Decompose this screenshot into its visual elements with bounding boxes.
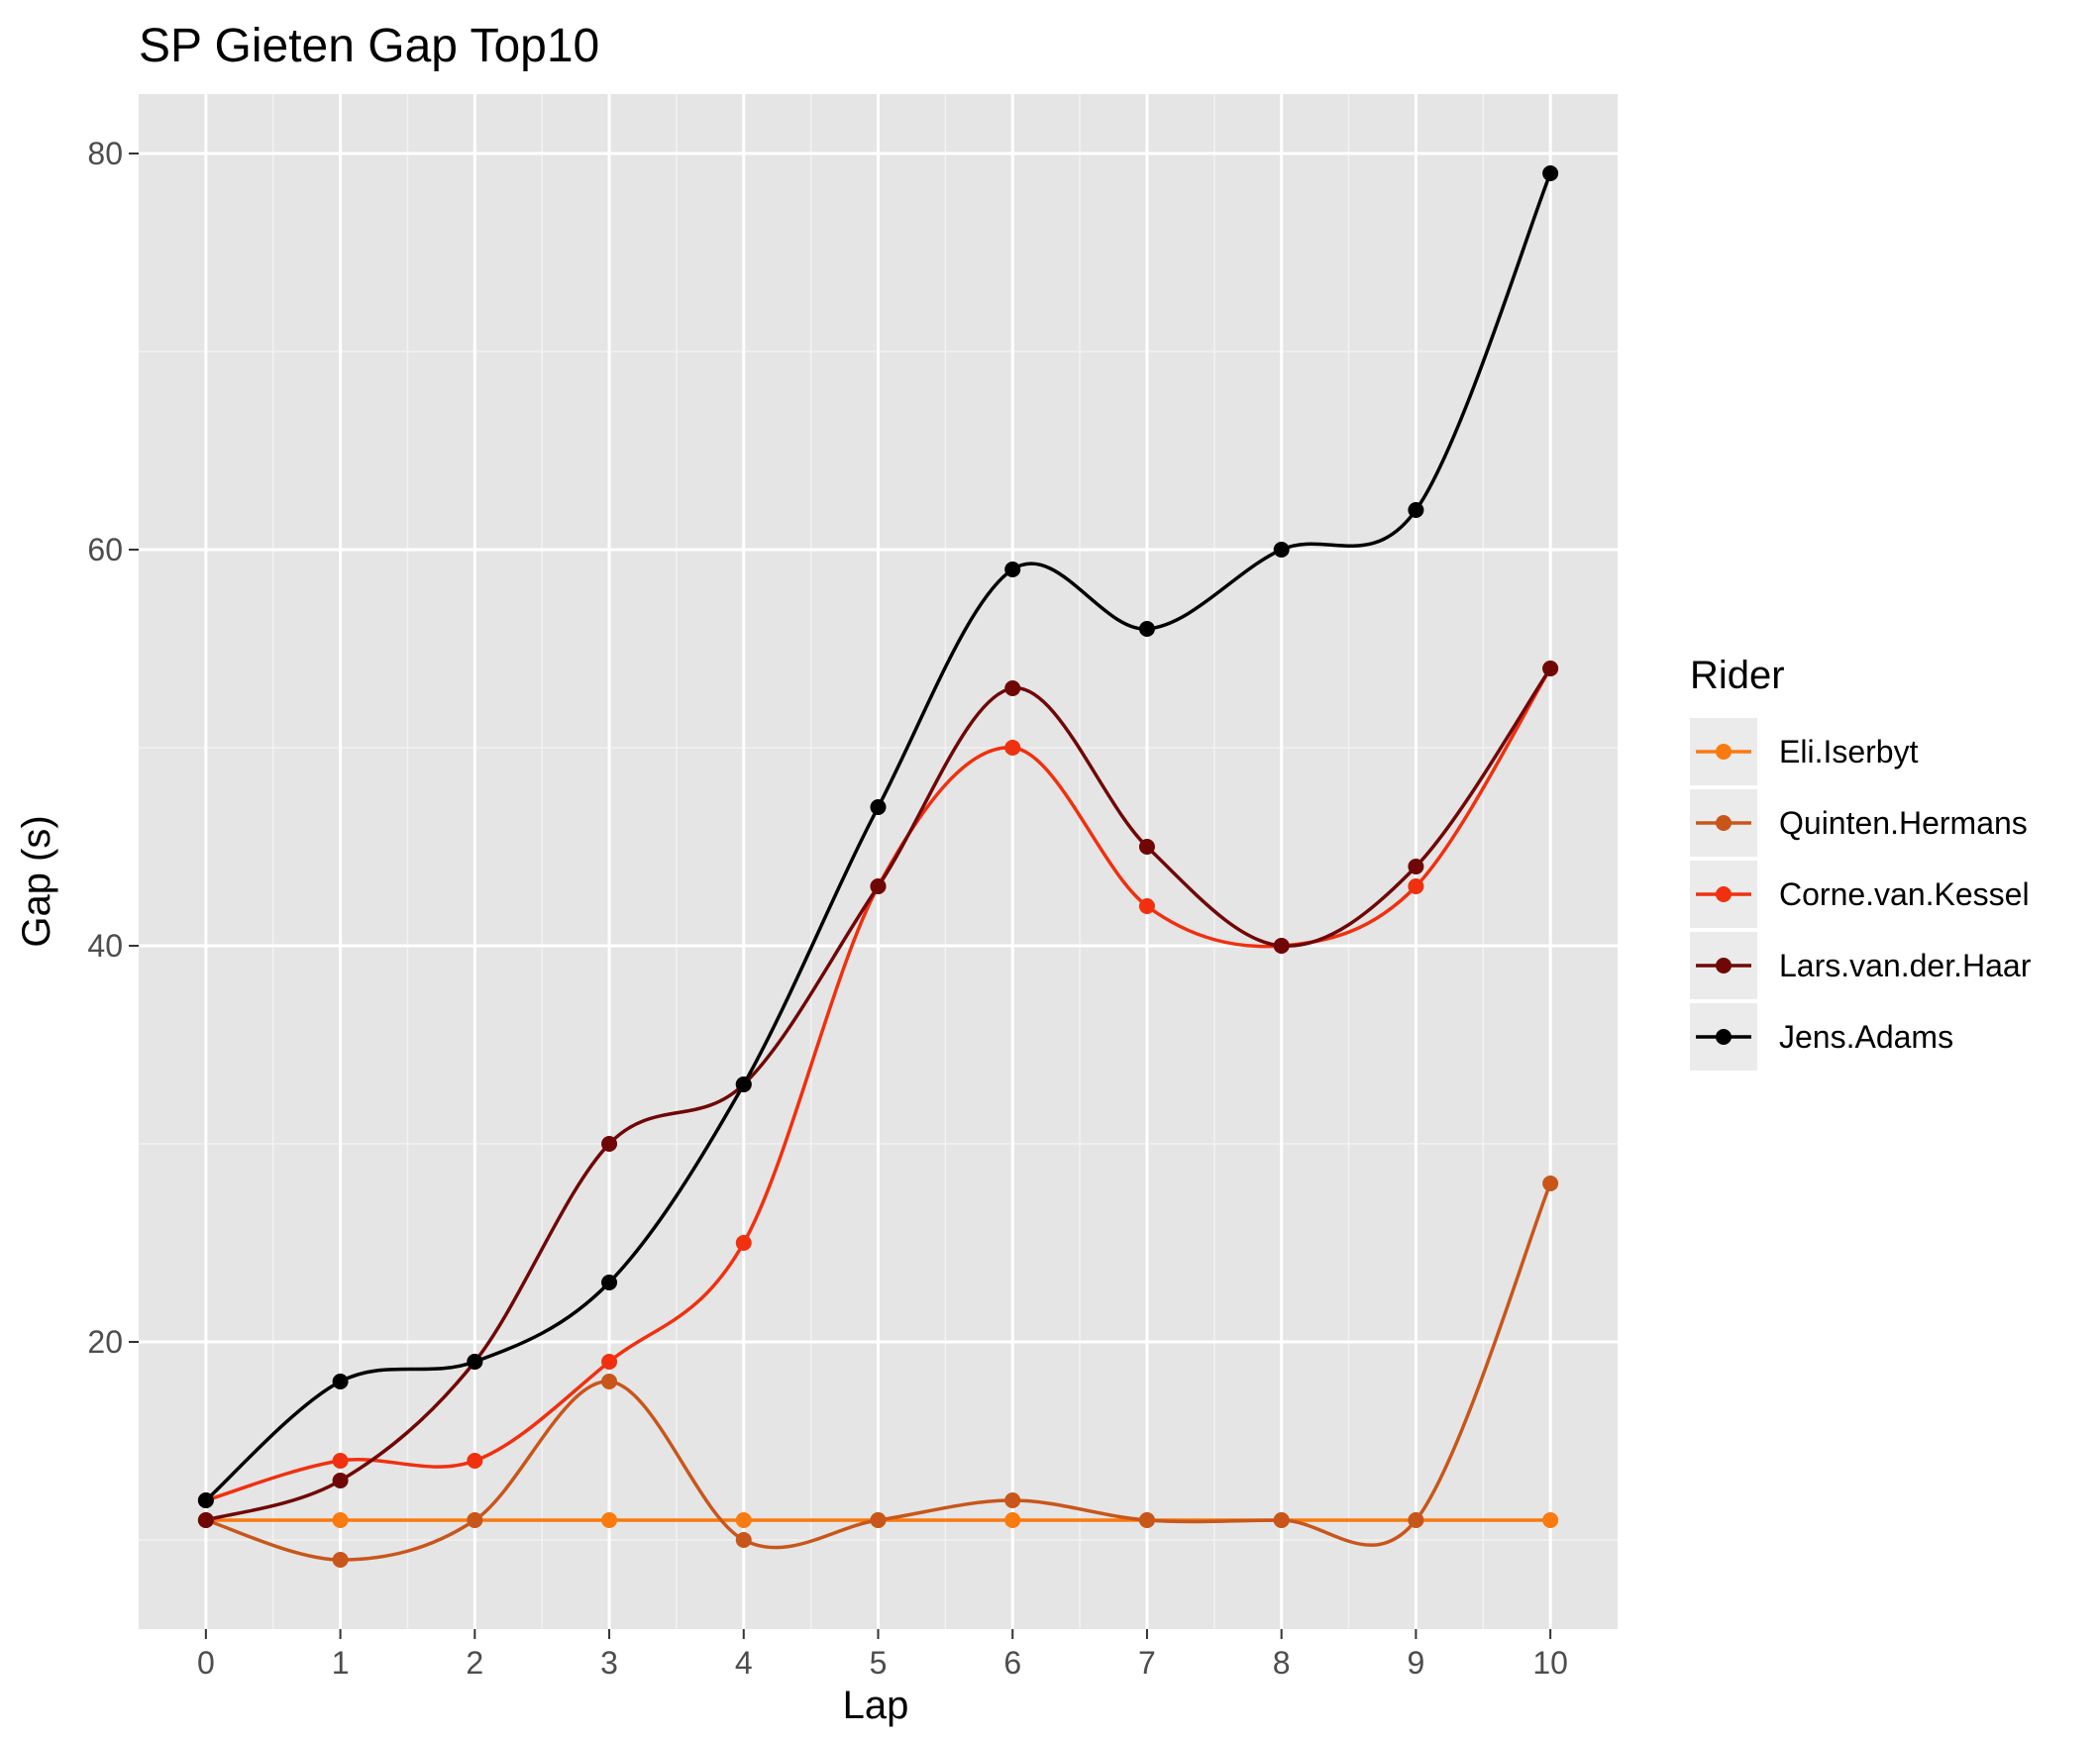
data-point-lars-van-der-haar xyxy=(1542,661,1559,676)
legend-title: Rider xyxy=(1690,654,1785,697)
data-point-jens-adams xyxy=(1138,621,1155,637)
series-points xyxy=(197,165,1559,1568)
data-point-quinten-hermans xyxy=(735,1532,752,1548)
data-point-lars-van-der-haar xyxy=(1273,938,1290,954)
legend-label-corne-van-kessel: Corne.van.Kessel xyxy=(1779,876,2030,912)
y-tick-label: 40 xyxy=(87,928,123,964)
data-point-lars-van-der-haar xyxy=(1408,859,1424,874)
data-point-lars-van-der-haar xyxy=(1004,680,1021,696)
data-point-jens-adams xyxy=(1273,542,1290,558)
data-point-corne-van-kessel xyxy=(1004,740,1021,756)
legend-key-point-jens-adams xyxy=(1716,1029,1732,1045)
x-tick-label: 8 xyxy=(1273,1645,1291,1681)
data-point-lars-van-der-haar xyxy=(1138,839,1155,855)
x-axis-title: Lap xyxy=(843,1684,909,1727)
x-tick-label: 2 xyxy=(466,1645,483,1681)
data-point-quinten-hermans xyxy=(601,1374,618,1389)
series-line-jens-adams xyxy=(204,172,1552,1502)
legend-key-point-lars-van-der-haar xyxy=(1716,958,1732,973)
data-point-jens-adams xyxy=(332,1374,349,1389)
data-point-eli-iserbyt xyxy=(1004,1512,1021,1528)
data-point-lars-van-der-haar xyxy=(197,1512,214,1528)
data-point-jens-adams xyxy=(601,1275,618,1290)
data-point-jens-adams xyxy=(1004,562,1021,577)
x-tick-label: 3 xyxy=(600,1645,618,1681)
legend-key-point-quinten-hermans xyxy=(1716,815,1732,831)
data-point-lars-van-der-haar xyxy=(332,1473,349,1488)
data-point-lars-van-der-haar xyxy=(870,878,887,894)
data-point-corne-van-kessel xyxy=(1408,878,1424,894)
y-tick-label: 60 xyxy=(87,532,123,567)
y-axis-title: Gap (s) xyxy=(15,815,58,947)
data-point-jens-adams xyxy=(1542,165,1559,181)
y-tick-label: 20 xyxy=(87,1324,123,1360)
data-point-jens-adams xyxy=(467,1354,483,1370)
legend-label-quinten-hermans: Quinten.Hermans xyxy=(1779,805,2028,841)
data-point-jens-adams xyxy=(1408,502,1424,518)
data-point-jens-adams xyxy=(735,1076,752,1092)
data-point-eli-iserbyt xyxy=(332,1512,349,1528)
x-tick-label: 6 xyxy=(1003,1645,1021,1681)
data-point-corne-van-kessel xyxy=(467,1453,483,1469)
data-point-quinten-hermans xyxy=(1138,1512,1155,1528)
legend-label-lars-van-der-haar: Lars.van.der.Haar xyxy=(1779,948,2032,983)
legend-key-point-eli-iserbyt xyxy=(1716,744,1732,760)
data-point-jens-adams xyxy=(870,799,887,815)
data-point-quinten-hermans xyxy=(332,1552,349,1568)
data-point-quinten-hermans xyxy=(467,1512,483,1528)
data-point-corne-van-kessel xyxy=(601,1354,618,1370)
data-point-quinten-hermans xyxy=(1542,1176,1559,1191)
data-point-lars-van-der-haar xyxy=(601,1136,618,1152)
x-tick-label: 5 xyxy=(870,1645,888,1681)
data-point-corne-van-kessel xyxy=(332,1453,349,1469)
data-point-jens-adams xyxy=(197,1492,214,1508)
data-point-eli-iserbyt xyxy=(1542,1512,1559,1528)
grid-major xyxy=(139,94,1618,1629)
data-point-eli-iserbyt xyxy=(735,1512,752,1528)
data-point-corne-van-kessel xyxy=(1138,898,1155,914)
x-axis-ticks: 0 1 2 3 4 5 6 7 8 9 10 xyxy=(197,1629,1568,1681)
y-axis-ticks: 20 40 60 80 xyxy=(87,136,139,1360)
x-tick-label: 4 xyxy=(735,1645,753,1681)
legend-label-eli-iserbyt: Eli.Iserbyt xyxy=(1779,734,1919,769)
x-tick-label: 7 xyxy=(1138,1645,1156,1681)
data-point-quinten-hermans xyxy=(1004,1492,1021,1508)
x-tick-label: 9 xyxy=(1408,1645,1425,1681)
legend-key-point-corne-van-kessel xyxy=(1716,886,1732,902)
y-tick-label: 80 xyxy=(87,136,123,171)
x-tick-label: 10 xyxy=(1532,1645,1568,1681)
data-point-eli-iserbyt xyxy=(601,1512,618,1528)
x-tick-label: 0 xyxy=(197,1645,215,1681)
data-point-corne-van-kessel xyxy=(735,1235,752,1251)
data-point-quinten-hermans xyxy=(870,1512,887,1528)
chart-title: SP Gieten Gap Top10 xyxy=(139,20,599,72)
x-tick-label: 1 xyxy=(332,1645,350,1681)
legend-label-jens-adams: Jens.Adams xyxy=(1779,1019,1953,1055)
data-point-quinten-hermans xyxy=(1273,1512,1290,1528)
data-point-quinten-hermans xyxy=(1408,1512,1424,1528)
legend: Rider Eli.Iserbyt Quinten.Hermans Corne.va… xyxy=(1690,654,2032,1071)
